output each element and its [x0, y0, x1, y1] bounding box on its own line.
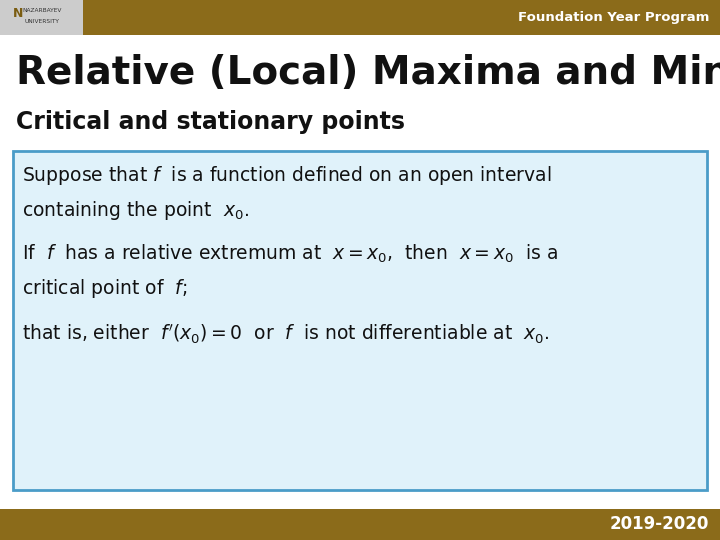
Text: UNIVERSITY: UNIVERSITY: [24, 18, 59, 24]
Text: Relative (Local) Maxima and Minima: Relative (Local) Maxima and Minima: [16, 54, 720, 92]
Text: 2019-2020: 2019-2020: [610, 515, 709, 534]
Text: Critical and stationary points: Critical and stationary points: [16, 110, 405, 133]
Text: critical point of  $f$;: critical point of $f$;: [22, 278, 187, 300]
Bar: [0, 0, 720, 35]
Text: containing the point  $x_0$.: containing the point $x_0$.: [22, 199, 248, 222]
Text: N: N: [13, 7, 23, 20]
FancyBboxPatch shape: [13, 151, 707, 490]
Bar: [0, 0, 83, 35]
Text: NAZARBAYEV: NAZARBAYEV: [22, 8, 61, 13]
Bar: [0, 509, 720, 540]
Text: Foundation Year Program: Foundation Year Program: [518, 11, 709, 24]
Text: If  $f$  has a relative extremum at  $x = x_0$,  then  $x = x_0$  is a: If $f$ has a relative extremum at $x = x…: [22, 242, 557, 265]
Text: Suppose that $f$  is a function defined on an open interval: Suppose that $f$ is a function defined o…: [22, 164, 551, 187]
Text: that is, either  $f'(x_0) = 0$  or  $f$  is not differentiable at  $x_0$.: that is, either $f'(x_0) = 0$ or $f$ is …: [22, 323, 549, 347]
